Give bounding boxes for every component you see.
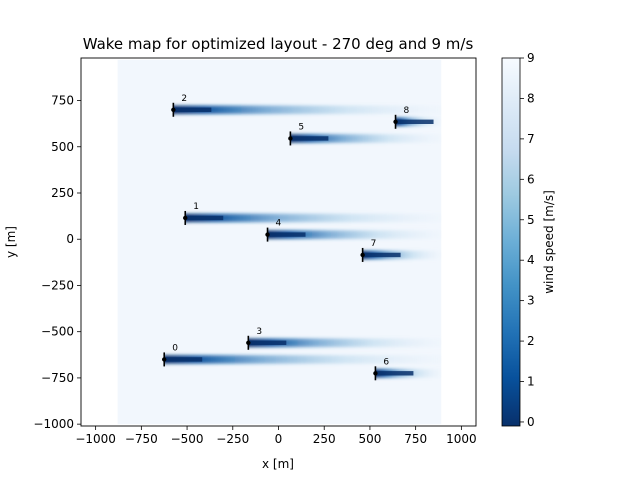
turbine-label: 7 (371, 239, 377, 249)
y-tick-label: −1000 (33, 417, 74, 431)
turbine-wake-core (185, 215, 224, 221)
colorbar-label: wind speed [m/s] (542, 190, 556, 294)
turbine-wake (267, 230, 442, 239)
wake-layer (164, 105, 442, 378)
x-tick-label: 750 (404, 432, 427, 446)
colorbar: 0 1 2 3 4 5 6 7 8 9 wind speed [m/s] (501, 51, 556, 429)
turbine-wake (173, 105, 442, 114)
turbine-marker (171, 107, 176, 112)
y-tick-label: −750 (41, 371, 74, 385)
turbine-marker (183, 215, 188, 221)
x-tick-label: 250 (313, 432, 336, 446)
turbine-wake-core (375, 371, 414, 376)
colorbar-tick-label: 7 (527, 132, 535, 146)
plot-area: 0 1 2 3 4 5 6 7 8 (81, 58, 476, 426)
y-tick-label: −500 (41, 325, 74, 339)
turbine-marker (288, 136, 293, 141)
turbine-wake-core (362, 252, 401, 258)
y-tick-label: 250 (51, 186, 74, 200)
colorbar-tick-label: 8 (527, 91, 535, 105)
y-tick-label: 750 (51, 94, 74, 108)
y-axis: −1000 −750 −500 −250 0 250 500 750 (33, 94, 81, 431)
turbine-label: 4 (276, 219, 282, 229)
turbine-wake-core (290, 136, 329, 141)
turbine-label: 8 (404, 106, 410, 116)
turbine-wake-core (164, 357, 203, 362)
x-tick-label: −750 (125, 432, 158, 446)
turbine-wake-core (395, 119, 434, 124)
y-axis-label: y [m] (4, 226, 18, 258)
x-tick-label: 0 (275, 432, 283, 446)
y-tick-label: 500 (51, 140, 74, 154)
x-tick-label: 1000 (446, 432, 477, 446)
turbine-label: 3 (256, 327, 262, 337)
turbine-wake (164, 355, 442, 364)
turbine-marker (373, 371, 378, 376)
turbine-marker (360, 252, 365, 258)
x-tick-label: −500 (171, 432, 204, 446)
colorbar-gradient (501, 57, 521, 427)
turbine-label: 1 (193, 202, 199, 212)
turbine-wake (362, 250, 442, 260)
colorbar-tick-label: 6 (527, 172, 535, 186)
turbine-wake (248, 338, 442, 347)
chart-title: Wake map for optimized layout - 270 deg … (83, 35, 474, 53)
turbine-label: 5 (298, 122, 304, 132)
turbine-label: 0 (172, 343, 178, 353)
colorbar-ticks: 0 1 2 3 4 5 6 7 8 9 (520, 51, 535, 429)
colorbar-tick-label: 5 (527, 213, 535, 227)
colorbar-tick-label: 0 (527, 415, 535, 429)
y-tick-label: 0 (66, 232, 74, 246)
x-axis-label: x [m] (262, 457, 294, 471)
x-tick-label: −1000 (75, 432, 116, 446)
turbine-wake-core (173, 107, 212, 112)
colorbar-tick-label: 2 (527, 334, 535, 348)
colorbar-tick-label: 3 (527, 294, 535, 308)
turbine-wake (290, 134, 442, 143)
colorbar-tick-label: 4 (527, 253, 535, 267)
turbine-wake-core (267, 232, 306, 237)
turbine-label: 2 (181, 94, 187, 104)
turbine-wake-core (248, 340, 287, 345)
y-tick-label: −250 (41, 278, 74, 292)
x-axis: −1000 −750 −500 −250 0 250 500 750 1000 (75, 426, 477, 446)
turbine-marker (246, 340, 251, 345)
turbine-wake (185, 213, 442, 223)
x-tick-label: −250 (216, 432, 249, 446)
turbine-marker (265, 232, 270, 237)
turbine-label: 6 (383, 357, 389, 367)
turbine-layer: 0 1 2 3 4 5 6 7 8 (162, 94, 410, 381)
x-tick-label: 500 (358, 432, 381, 446)
turbine-marker (162, 357, 167, 362)
colorbar-tick-label: 1 (527, 375, 535, 389)
colorbar-tick-label: 9 (527, 51, 535, 65)
turbine-marker (393, 119, 398, 124)
